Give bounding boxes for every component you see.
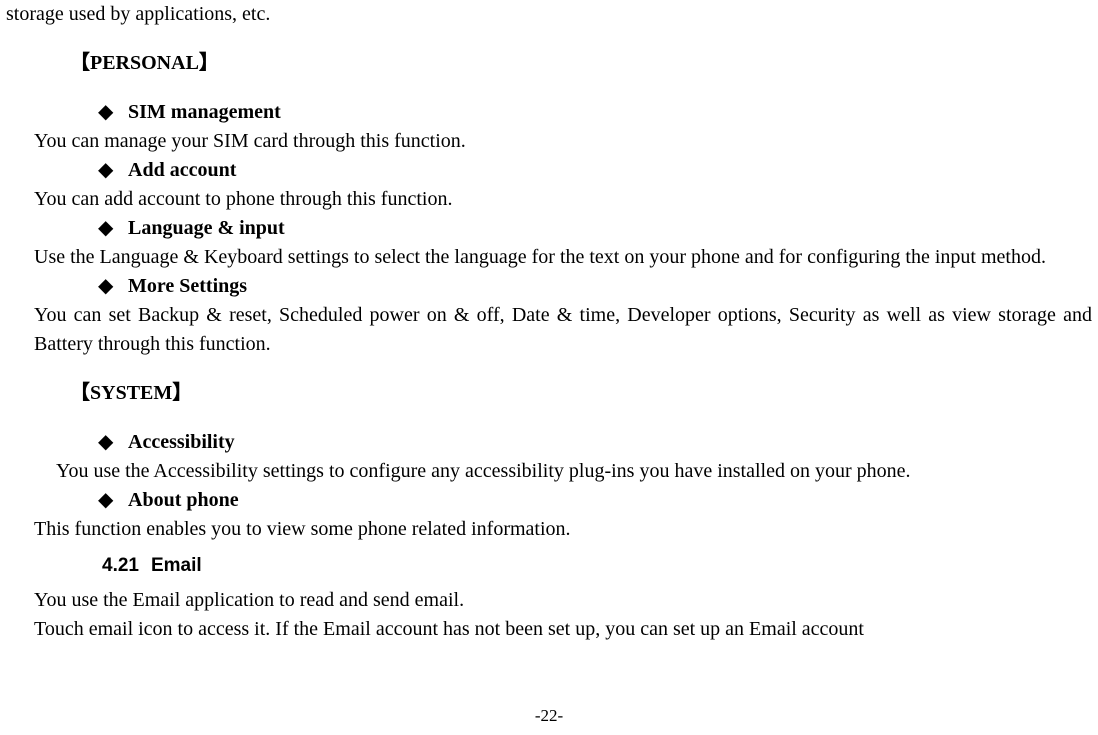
- subsection-4-21-email: 4.21 Email: [6, 552, 1092, 580]
- diamond-bullet-icon: ◆: [98, 98, 128, 127]
- bullet-sim-management: ◆ SIM management: [6, 98, 1092, 127]
- diamond-bullet-icon: ◆: [98, 428, 128, 457]
- email-para-1: You use the Email application to read an…: [6, 586, 1092, 615]
- bullet-label: More Settings: [128, 272, 247, 301]
- subsection-number: 4.21: [102, 555, 139, 576]
- bullet-language-input: ◆ Language & input: [6, 214, 1092, 243]
- bullet-about-phone: ◆ About phone: [6, 486, 1092, 515]
- bullet-label: Add account: [128, 156, 236, 185]
- bullet-more-settings: ◆ More Settings: [6, 272, 1092, 301]
- accessibility-desc: You use the Accessibility settings to co…: [6, 457, 1092, 486]
- sim-management-desc: You can manage your SIM card through thi…: [6, 127, 1092, 156]
- language-input-desc: Use the Language & Keyboard settings to …: [6, 243, 1092, 272]
- top-fragment: storage used by applications, etc.: [6, 0, 1092, 29]
- bullet-accessibility: ◆ Accessibility: [6, 428, 1092, 457]
- document-page: storage used by applications, etc. 【PERS…: [0, 0, 1098, 735]
- bullet-label: About phone: [128, 486, 239, 515]
- diamond-bullet-icon: ◆: [98, 272, 128, 301]
- diamond-bullet-icon: ◆: [98, 486, 128, 515]
- subsection-title: Email: [151, 555, 202, 576]
- diamond-bullet-icon: ◆: [98, 156, 128, 185]
- section-header-system: 【SYSTEM】: [6, 379, 1092, 408]
- email-para-2: Touch email icon to access it. If the Em…: [6, 615, 1092, 644]
- page-number: -22-: [0, 704, 1098, 729]
- bullet-add-account: ◆ Add account: [6, 156, 1092, 185]
- section-header-personal: 【PERSONAL】: [6, 49, 1092, 78]
- about-phone-desc: This function enables you to view some p…: [6, 515, 1092, 544]
- more-settings-desc: You can set Backup & reset, Scheduled po…: [6, 301, 1092, 359]
- bullet-label: SIM management: [128, 98, 281, 127]
- diamond-bullet-icon: ◆: [98, 214, 128, 243]
- bullet-label: Language & input: [128, 214, 285, 243]
- add-account-desc: You can add account to phone through thi…: [6, 185, 1092, 214]
- bullet-label: Accessibility: [128, 428, 235, 457]
